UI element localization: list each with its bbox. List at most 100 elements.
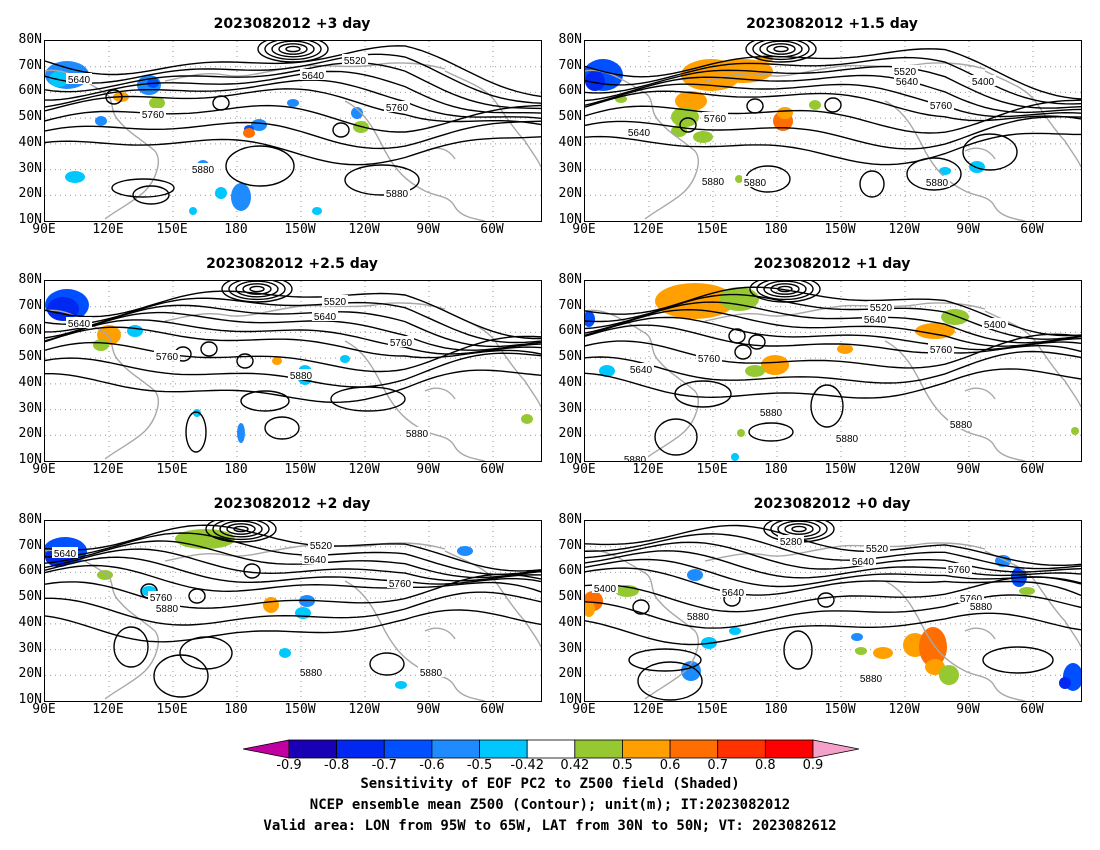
map-panel: 5520 5640 5640 5760 5760 5880 5880 5880 [44,520,542,702]
contour-label-bg [742,176,768,187]
lon-tick-label: 60W [480,462,504,477]
contour-label: 5640 [68,75,91,86]
z500-low-contour [766,43,796,55]
contour-label-bg [982,318,1008,329]
lon-tick-label: 180 [224,222,248,237]
sensitivity-shade [969,161,985,173]
contour-label-bg [758,406,784,417]
sensitivity-shade [671,107,699,127]
z500-contour [585,368,1081,399]
z500-high-contour [240,390,290,412]
contour-label: 5880 [300,668,323,679]
z500-low-contour [264,41,322,61]
contour-label: 5760 [704,114,727,125]
z500-contour [585,316,1081,351]
contour-label: 5880 [860,674,883,685]
z500-high-contour [628,648,702,672]
contour-label: 5400 [594,584,617,595]
map-panel: 5520 5640 5400 5640 5760 5760 5880 5880 5880 [584,40,1082,222]
z500-contour [45,326,541,359]
sensitivity-shade [719,287,759,311]
contour-label: 5640 [864,315,887,326]
lon-tick-label: 180 [764,462,788,477]
sensitivity-shade [855,647,867,655]
contour-label: 5640 [304,555,327,566]
lon-tick-label: 120W [348,702,380,717]
contour-label-bg [52,547,78,558]
sensitivity-shade [237,423,245,443]
caption-line-3: Valid area: LON from 95W to 65W, LAT fro… [263,818,837,834]
lat-tick-label: 60N [18,563,42,579]
contour-label-bg [858,672,884,683]
sensitivity-shade [231,183,251,211]
contour-label-bg [418,666,444,677]
sensitivity-shade [693,131,713,143]
sensitivity-shade [189,207,197,215]
z500-ring-contour [243,563,261,579]
sensitivity-shade [287,99,299,107]
z500-ring-contour [728,328,746,344]
contour-label: 5880 [836,434,859,445]
colorbar-tick-label: 0.5 [612,758,633,773]
sensitivity-shade [939,167,951,175]
z500-contour [45,540,541,579]
sensitivity-shade [729,627,741,635]
z500-contour [585,594,1081,629]
map-svg: 5520 5640 5640 5760 5760 5880 5880 [45,41,541,221]
z500-contour [45,53,541,104]
lat-tick-label: 70N [18,57,42,73]
coastline [585,302,1081,461]
contour-label: 5880 [624,455,647,461]
contour-label: 5520 [894,67,917,78]
z500-low-contour [278,43,308,55]
lat-tick-label: 20N [558,666,582,682]
sensitivity-shade [735,175,743,183]
z500-low-contour [749,281,821,303]
sensitivity-shade [243,128,255,138]
contour-label-bg [384,187,410,198]
lon-tick-label: 90E [572,702,596,717]
sensitivity-shade [777,107,793,119]
z500-ring-contour [748,334,766,350]
contour-label-bg [892,65,918,76]
contour-label-bg [868,301,894,312]
z500-high-contour [906,157,962,191]
contour-label-bg [864,542,890,553]
contour-label-bg [958,592,984,603]
z500-contour [45,335,541,373]
z500-contour [45,532,541,576]
contour-label-bg [970,75,996,86]
z500-low-contour [242,283,272,295]
contour-label-bg [702,112,728,123]
panel-title: 2023082012 +2 day [213,496,371,512]
lat-tick-label: 20N [558,426,582,442]
sensitivity-shade [1019,587,1035,595]
z500-ring-contour [236,353,254,369]
sensitivity-shade [915,323,955,339]
lat-tick-label: 30N [558,160,582,176]
z500-low-contour [221,281,293,303]
contour-label: 5880 [290,371,313,382]
z500-low-contour [235,281,279,298]
contour-label-bg [322,295,348,306]
contour-label: 5640 [54,549,77,560]
contour-label-bg [778,535,804,546]
colorbar-segment [717,739,766,759]
sensitivity-shade [585,71,605,91]
contour-label-bg [592,582,618,593]
z500-contour [585,132,1081,166]
contour-label: 5880 [156,604,179,615]
z500-ring-contour [332,122,350,138]
sensitivity-shade [251,119,267,131]
lat-tick-label: 60N [558,323,582,339]
lon-tick-label: 150W [284,702,316,717]
z500-low-contour [756,281,814,301]
lat-tick-label: 80N [18,32,42,47]
lon-tick-label: 90W [416,702,440,717]
contour-label-bg [342,54,368,65]
sensitivity-shade [93,339,109,351]
sensitivity-shade [731,453,739,461]
map-panel: 5520 5640 5640 5760 5760 5880 5880 [44,280,542,462]
contour-label-bg [154,350,180,361]
